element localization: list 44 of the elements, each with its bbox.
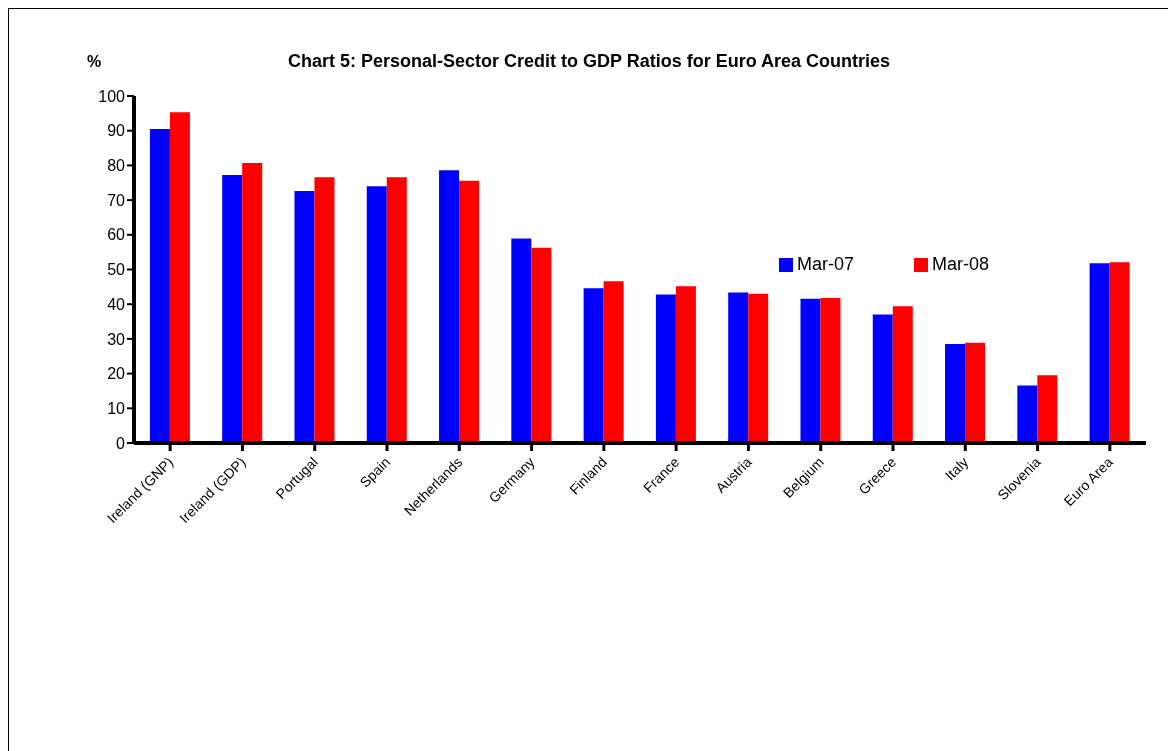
y-tick-label: 80 <box>107 157 126 175</box>
y-tick-label: 0 <box>116 434 126 452</box>
bar <box>169 112 190 443</box>
bar <box>366 186 387 443</box>
y-tick-label: 40 <box>107 295 126 313</box>
x-tick-label: Italy <box>941 453 972 484</box>
y-tick-label: 60 <box>107 226 126 244</box>
y-tick-label: 30 <box>107 330 126 348</box>
bar <box>459 180 480 443</box>
y-tick-label: 90 <box>107 122 126 140</box>
bar <box>1089 263 1110 443</box>
bar <box>945 344 966 443</box>
y-axis-title: % <box>87 53 102 71</box>
bar <box>439 170 460 443</box>
bar <box>386 177 407 443</box>
chart-title: Chart 5: Personal-Sector Credit to GDP Ratios for Euro Area Countries <box>287 51 891 71</box>
y-tick-label: 100 <box>98 87 126 105</box>
bar <box>1037 375 1058 443</box>
bar <box>531 247 552 443</box>
bar <box>1109 262 1130 443</box>
bar <box>965 342 986 443</box>
bar <box>294 191 315 443</box>
bar <box>820 297 841 443</box>
bar <box>800 298 821 443</box>
bar <box>583 288 604 443</box>
legend-label: Mar-08 <box>932 254 990 274</box>
y-tick-label: 70 <box>107 191 126 209</box>
legend-label: Mar-07 <box>796 254 854 274</box>
bar <box>314 177 335 443</box>
y-tick-label: 10 <box>107 399 126 417</box>
bar <box>1017 385 1038 443</box>
bar <box>892 306 913 443</box>
bar <box>603 281 624 443</box>
y-tick-label: 20 <box>107 365 126 383</box>
bar <box>728 292 749 443</box>
bar <box>242 162 263 443</box>
bar <box>655 294 676 443</box>
bar <box>872 314 893 443</box>
bar <box>222 175 243 443</box>
bar <box>511 238 532 443</box>
bar <box>675 286 696 443</box>
bar <box>149 128 170 443</box>
bar <box>748 293 769 443</box>
y-tick-label: 50 <box>107 261 126 279</box>
